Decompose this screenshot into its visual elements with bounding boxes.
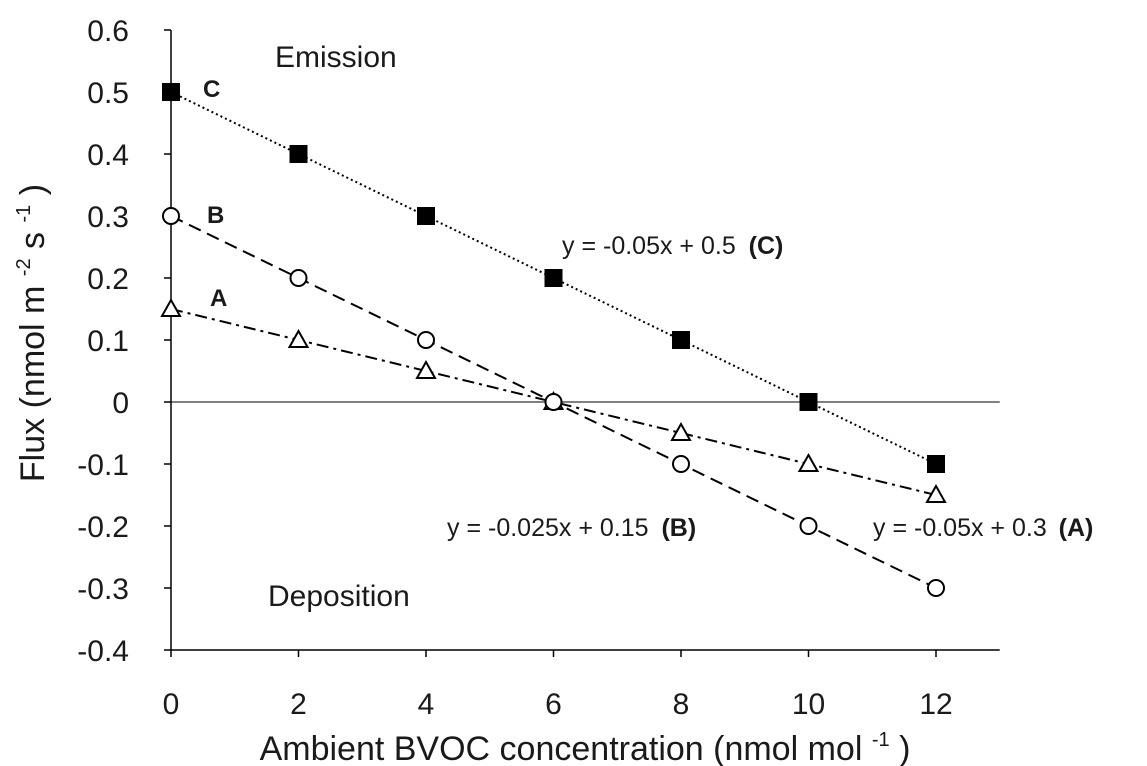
data-point-c	[799, 393, 818, 411]
deposition-label: Deposition	[268, 580, 410, 613]
x-tick-label: 12	[919, 688, 952, 721]
y-tick-label: 0.3	[87, 201, 129, 234]
data-point-b	[417, 331, 435, 349]
series-label-c: C	[203, 76, 220, 103]
series-label-a: A	[210, 285, 227, 312]
y-tick-label: -0.2	[77, 511, 129, 544]
y-tick-label: 0.5	[87, 77, 129, 110]
equation-a-tag: (A)	[1059, 514, 1094, 542]
series-label-b: B	[207, 202, 224, 229]
emission-label: Emission	[275, 41, 397, 74]
y-axis-title-sup2: -1	[13, 205, 35, 223]
data-point-a	[797, 452, 820, 472]
data-point-c	[417, 207, 435, 225]
data-point-c	[162, 83, 180, 101]
data-point-c	[672, 331, 690, 349]
data-point-a	[415, 359, 437, 379]
x-axis-title-sup: -1	[872, 729, 890, 751]
x-tick-label: 6	[545, 688, 562, 721]
data-point-b	[544, 393, 563, 411]
y-axis-title-end: )	[14, 184, 52, 195]
x-tick-label: 4	[418, 688, 435, 721]
data-point-a	[925, 483, 947, 503]
equation-b: y = -0.025x + 0.15 (B)	[447, 514, 696, 542]
y-tick-label: 0	[112, 387, 129, 420]
equation-b-text: y = -0.025x + 0.15	[447, 514, 649, 542]
equation-c-text: y = -0.05x + 0.5	[562, 232, 736, 260]
x-tick-label: 0	[163, 688, 180, 721]
x-axis-title: Ambient BVOC concentration (nmol mol -1 …	[260, 716, 911, 766]
y-tick-label: 0.6	[87, 15, 129, 48]
y-tick-label: -0.4	[77, 635, 129, 668]
y-axis-title-mid: s	[14, 232, 52, 249]
x-axis-title-main: Ambient BVOC concentration (nmol mol	[260, 730, 863, 766]
y-tick-label: 0.4	[87, 139, 129, 172]
equation-c: y = -0.05x + 0.5 (C)	[562, 232, 783, 260]
data-point-a	[287, 328, 310, 348]
equation-a: y = -0.05x + 0.3 (A)	[873, 514, 1093, 542]
y-tick-label: 0.2	[87, 263, 129, 296]
data-point-b	[799, 517, 818, 535]
data-point-b	[927, 579, 945, 597]
x-tick-label: 10	[792, 688, 825, 721]
y-tick-label: -0.1	[77, 449, 129, 482]
axis-ticks: 0 2 4 6 8 10 12 0.6 0.5 0.4 0.3 0.2 0.1 0 -0.1 -0.2 -0.3…	[77, 15, 952, 721]
x-tick-label: 8	[673, 688, 690, 721]
data-point-c	[289, 145, 308, 163]
y-axis-title-sup1: -2	[13, 258, 35, 276]
data-point-a	[160, 297, 182, 317]
y-axis-title-main: Flux (nmol m	[14, 286, 52, 482]
equation-a-text: y = -0.05x + 0.3	[873, 514, 1047, 542]
data-point-c	[927, 455, 945, 473]
y-tick-label: 0.1	[87, 325, 129, 358]
x-axis-title-end: )	[899, 730, 910, 766]
data-point-b	[672, 455, 690, 473]
data-point-c	[544, 269, 563, 287]
equation-b-tag: (B)	[661, 514, 696, 542]
y-tick-label: -0.3	[77, 573, 129, 606]
data-point-a	[670, 421, 692, 441]
y-axis-title: Flux (nmol m -2 s -1 )	[0, 184, 52, 482]
x-tick-label: 2	[290, 688, 307, 721]
data-point-b	[289, 269, 308, 287]
series-markers	[160, 83, 947, 597]
equation-c-tag: (C)	[749, 232, 784, 260]
data-point-b	[162, 207, 180, 225]
